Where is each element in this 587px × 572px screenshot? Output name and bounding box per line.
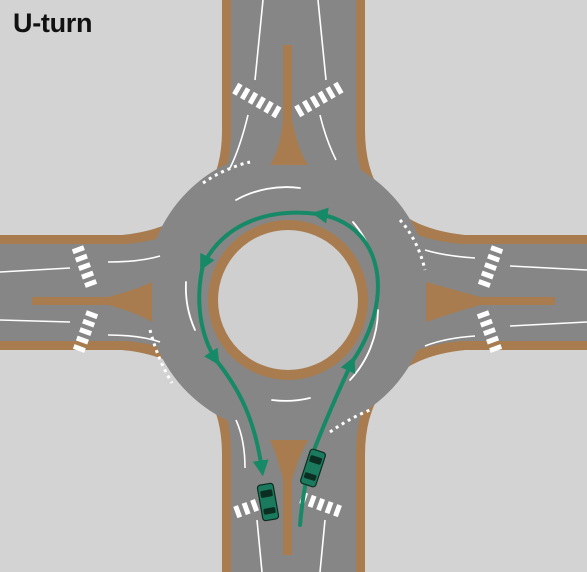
crosswalk-north-left [232, 82, 282, 119]
crosswalk-east-bottom [476, 310, 503, 353]
path-circulating-segment [311, 207, 380, 364]
path-left-segment [197, 263, 220, 366]
path-exit-segment [214, 358, 269, 477]
splitter-islands [32, 45, 555, 555]
crosswalk-west-top [71, 245, 98, 288]
yield-lines [148, 160, 427, 434]
vehicle-icon [256, 482, 280, 522]
central-island [218, 230, 358, 370]
path-top-segment [200, 210, 320, 271]
crosswalk-north-right [294, 81, 344, 118]
crosswalk-west-bottom [72, 310, 99, 353]
crosswalk-east-top [477, 245, 504, 288]
path-entry-segment [298, 356, 356, 527]
vehicle-icon [300, 448, 326, 488]
u-turn-path [197, 207, 380, 527]
diagram-title: U-turn [13, 8, 93, 38]
